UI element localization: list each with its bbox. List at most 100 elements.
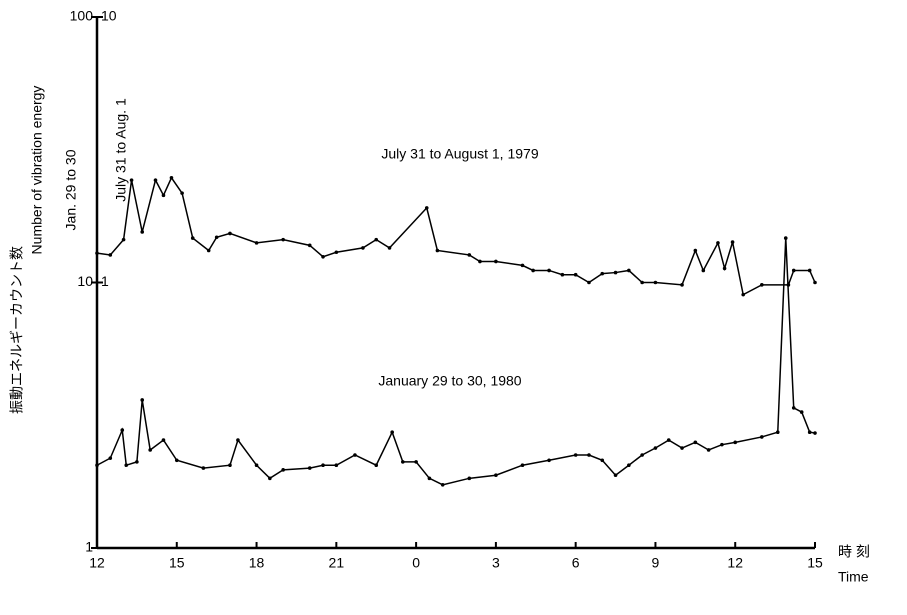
data-point [334,250,339,255]
data-point [627,463,631,468]
y-tick-label: 1 [85,539,93,555]
data-point [95,251,99,255]
x-tick-label: 9 [652,555,660,571]
data-point [600,458,605,463]
y2-axis-label: July 31 to Aug. 1 [113,98,129,202]
data-point [427,476,432,481]
data-point [627,268,631,273]
data-point [228,463,232,468]
data-point [467,253,472,257]
data-point [353,453,357,457]
data-point [760,435,764,439]
x-tick-label: 21 [329,555,345,571]
data-point [120,428,125,432]
data-point [174,458,179,463]
data-point [374,463,379,468]
data-point [201,466,206,470]
data-point [680,446,684,450]
data-point [401,460,405,464]
x-tick-label: 15 [807,555,823,571]
data-point [95,463,99,468]
data-point [741,292,745,297]
x-tick-label: 6 [572,555,580,571]
data-point [321,254,325,259]
data-point [520,263,525,268]
data-point [701,268,706,273]
data-point [573,272,578,277]
data-point [254,463,259,468]
data-point [783,236,788,240]
data-point [720,442,724,447]
data-point [706,448,711,452]
data-point [653,446,658,450]
data-point [722,266,727,271]
data-point [547,268,551,273]
data-point [531,268,535,273]
data-point [307,243,312,248]
data-point [108,456,113,460]
data-point [108,253,113,257]
data-point [424,206,429,210]
data-point [791,406,796,410]
data-point [281,468,285,472]
annotation: January 29 to 30, 1980 [378,373,521,389]
data-point [321,463,325,468]
data-point [478,259,482,264]
y-axis-label: Number of vibration energy [29,86,45,255]
data-point [600,271,605,276]
data-point [268,476,272,481]
annotation: July 31 to August 1, 1979 [381,146,538,162]
data-point [236,438,240,442]
y2-tick-label: 10 [101,8,117,24]
x-tick-label: 3 [492,555,500,571]
data-point [813,431,817,435]
data-point [129,178,134,182]
x-tick-label: 12 [89,555,105,571]
data-point [587,280,591,285]
x-tick-label: 15 [169,555,185,571]
data-point [775,430,780,434]
data-point [361,246,365,250]
data-point [613,473,618,478]
data-point [587,453,591,457]
x-tick-label: 12 [727,555,743,571]
data-point [807,268,812,273]
data-point [666,438,671,442]
data-point [730,240,735,244]
y-tick-label: 10 [77,273,93,289]
y2-tick-label: 1 [101,273,109,289]
data-point [640,453,644,457]
data-point [799,410,804,414]
data-point [520,463,525,468]
data-point [693,440,698,445]
data-point [206,248,211,253]
data-point [640,280,644,285]
data-point [281,237,285,242]
data-point [716,241,720,245]
y-axis-label: Jan. 29 to 30 [63,149,79,230]
data-point [613,270,618,275]
data-point [121,237,126,242]
x-tick-label: 0 [412,555,420,571]
data-point [135,460,139,464]
series-line [96,238,816,486]
data-point [435,248,440,253]
data-point [140,398,145,402]
y-tick-label: 100 [70,8,94,24]
data-point [760,283,764,287]
data-point [374,237,379,242]
data-point [494,259,498,264]
data-point [440,482,445,487]
data-point [680,283,684,287]
data-point [307,466,312,470]
data-point [214,235,219,240]
data-point [140,230,145,234]
x-axis-label: 時 刻 [838,544,870,560]
data-point [467,476,472,481]
data-point [334,463,339,468]
data-point [733,440,738,445]
data-point [560,272,565,277]
data-point [653,280,658,285]
data-point [190,236,195,240]
